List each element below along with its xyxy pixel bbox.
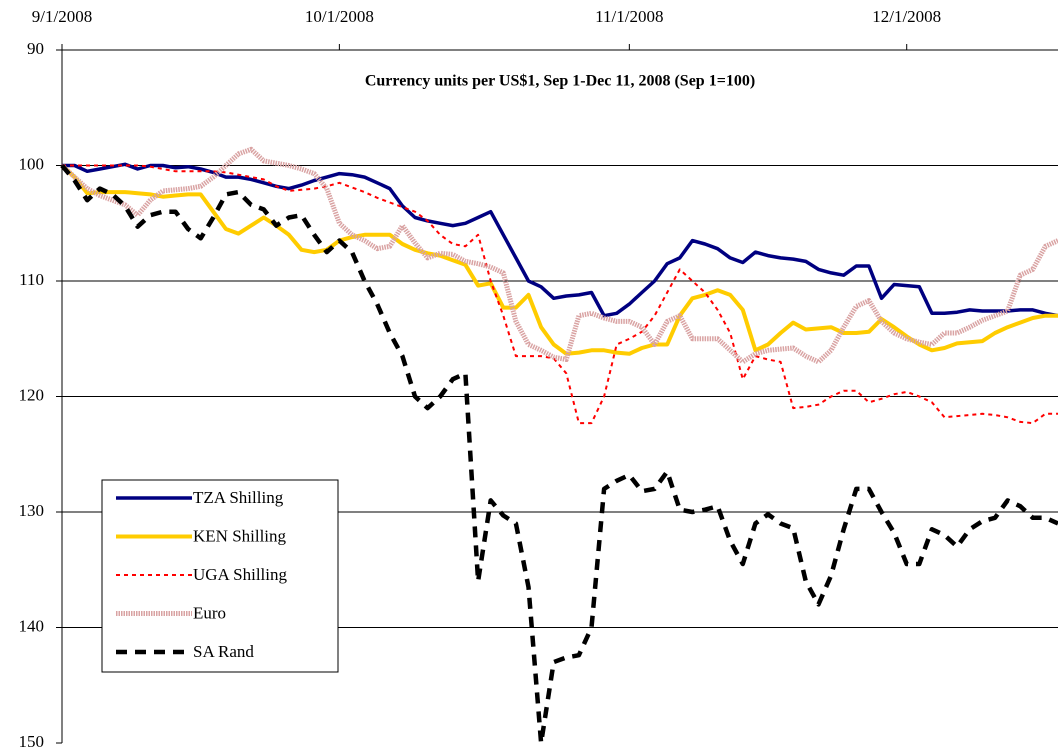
y-tick-label: 150 [19,732,45,751]
x-tick-label: 10/1/2008 [305,7,374,26]
y-tick-label: 120 [19,385,45,404]
y-tick-label: 100 [19,154,45,173]
legend-label: TZA Shilling [193,488,284,507]
series-line [60,146,1058,365]
series-line [60,164,1058,356]
x-tick-label: 11/1/2008 [595,7,663,26]
legend-label: Euro [193,603,226,622]
chart-title: Currency units per US$1, Sep 1-Dec 11, 2… [365,73,755,90]
series-line [62,164,1058,425]
y-tick-label: 140 [19,616,45,635]
y-tick-label: 110 [19,270,44,289]
y-tick-label: 130 [19,501,45,520]
legend-label: KEN Shilling [193,526,287,545]
x-tick-label: 9/1/2008 [32,7,92,26]
y-tick-label: 90 [27,39,44,58]
x-tick-label: 12/1/2008 [872,7,941,26]
series-line [60,164,1058,746]
series-line [62,162,1058,318]
legend-label: SA Rand [193,642,254,661]
legend-label: UGA Shilling [193,565,287,584]
